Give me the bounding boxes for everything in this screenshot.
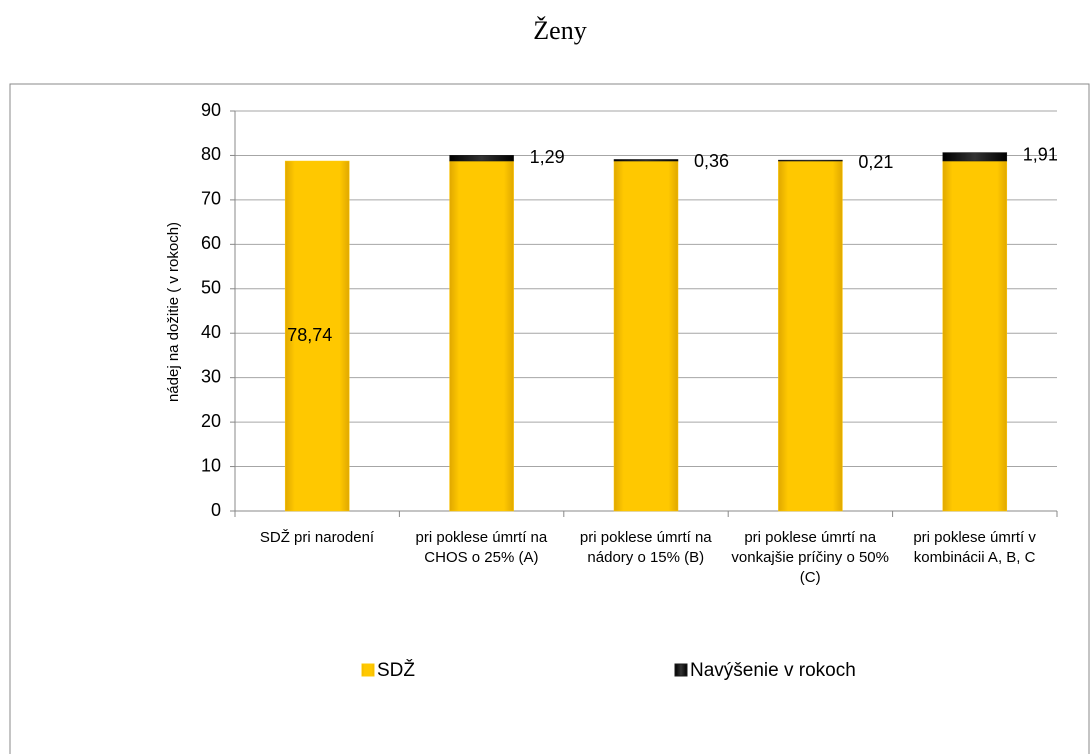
chart-border <box>9 83 1090 754</box>
y-tick-label: 10 <box>201 455 221 475</box>
bar-segment <box>942 152 1008 162</box>
y-tick-label: 20 <box>201 411 221 431</box>
legend-swatch <box>361 663 375 677</box>
y-tick-label: 50 <box>201 278 221 298</box>
bar-segment <box>449 160 514 512</box>
bar-segment <box>284 160 350 512</box>
y-tick-label: 80 <box>201 144 221 164</box>
chart-title: Ženy <box>533 16 586 45</box>
x-tick-label: SDŽ pri narodení <box>259 529 375 546</box>
y-tick-label: 0 <box>211 500 221 520</box>
y-axis-label: nádej na dožitie ( v rokoch) <box>165 222 182 402</box>
legend-swatch <box>674 663 688 677</box>
x-tick-label: pri poklese úmrtí na CHOS o 25% (A) <box>415 529 548 566</box>
legend-label: Navýšenie v rokoch <box>690 660 856 681</box>
x-tick-label: pri poklese úmrtí v kombinácii A, B, C <box>913 529 1036 566</box>
y-tick-label: 40 <box>201 322 221 342</box>
y-tick-label: 90 <box>201 100 221 120</box>
x-tick-label: pri poklese úmrtí na nádory o 15% (B) <box>579 529 712 566</box>
x-tick-label: pri poklese úmrtí na vonkajšie príčiny o… <box>731 529 889 586</box>
bar-segment <box>613 160 679 512</box>
legend-label: SDŽ <box>377 659 415 681</box>
bar-segment <box>778 160 843 512</box>
y-tick-label: 60 <box>201 233 221 253</box>
bar-segment <box>613 159 679 162</box>
data-label: 78,74 <box>287 325 332 345</box>
data-label: 1,91 <box>1023 144 1058 164</box>
bar-segment <box>942 160 1008 512</box>
data-label: 0,21 <box>858 152 893 172</box>
y-tick-label: 30 <box>201 366 221 386</box>
bar-segment <box>778 159 843 162</box>
bar-segment <box>449 155 514 162</box>
y-tick-label: 70 <box>201 189 221 209</box>
data-label: 0,36 <box>694 151 729 171</box>
data-label: 1,29 <box>530 147 565 167</box>
